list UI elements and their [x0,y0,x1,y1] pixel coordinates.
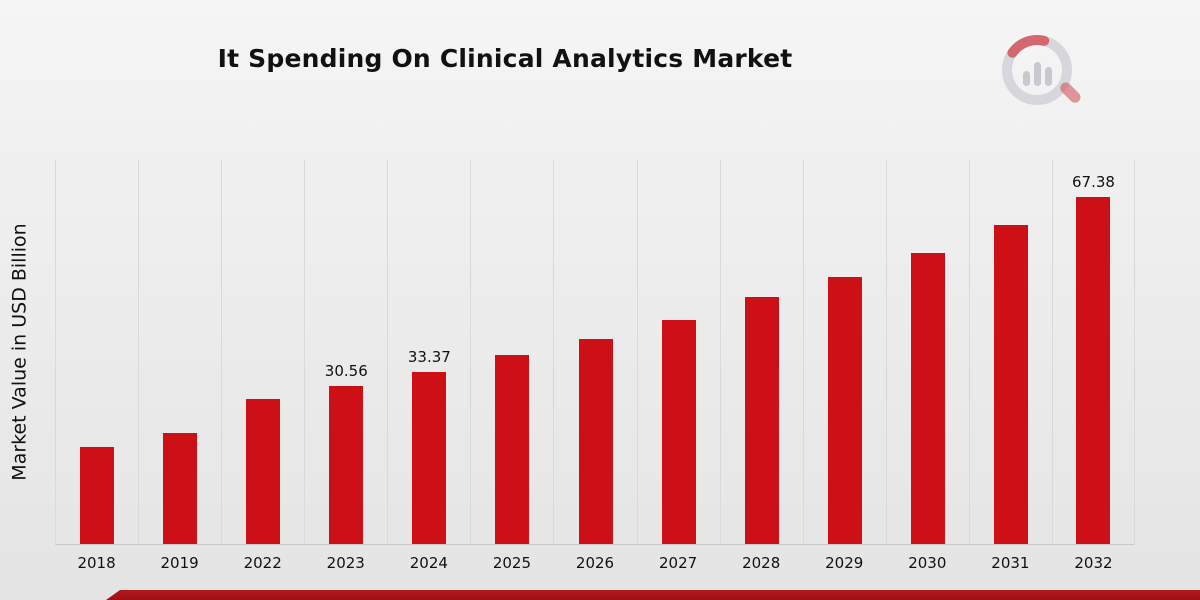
footer-red-stripe [106,590,1200,600]
bar-2030 [910,252,945,544]
bar-slot: 33.37 [387,160,471,545]
bar-2027 [661,320,696,544]
bar-slot [553,160,637,545]
bar-value-label: 33.37 [407,348,451,366]
chart-title: It Spending On Clinical Analytics Market [217,44,793,73]
x-tick-label: 2030 [908,554,947,572]
footer-accent-bar [0,590,1200,600]
bar-value-label: 30.56 [324,362,368,381]
bar-slot [719,160,803,545]
bar-2031 [993,225,1028,544]
chart-column: 2019 [138,160,222,580]
x-tick-label: 2031 [991,554,1030,572]
chart-column: 2031 [968,160,1052,580]
bar-slot [968,160,1052,545]
bar-2026 [578,338,613,544]
bar-slot [55,160,139,545]
bar-slot: 30.56 [304,160,388,545]
x-tick-label: 2019 [160,554,199,572]
bar-slot [221,160,305,545]
x-tick-label: 2032 [1074,554,1113,572]
bar-2023 [329,386,364,544]
x-tick-label: 2026 [575,554,615,572]
bar-2019 [163,432,198,544]
y-axis-label: Market Value in USD Billion [8,223,31,481]
bar-2025 [495,354,530,544]
chart-column: 2025 [470,160,554,580]
logo-red-arc [1002,35,1072,105]
chart-column: 2022 [221,160,305,580]
bar-2024 [412,372,447,544]
chart-column: 67.38 2032 [1051,160,1136,580]
bar-2029 [827,276,862,544]
x-tick-label: 2025 [492,554,532,572]
chart-column: 2018 [55,160,139,580]
bar-2028 [744,297,779,544]
bar-slot [470,160,554,545]
chart-column: 30.56 2023 [304,160,388,580]
chart-column: 2028 [719,160,803,580]
x-tick-label: 2028 [742,554,781,572]
bar-slot [885,160,969,545]
chart-column: 2026 [553,160,637,580]
bar-value-label: 67.38 [1072,172,1115,191]
bar-2022 [246,398,281,544]
x-tick-label: 2022 [243,554,282,572]
bar-slot [636,160,720,545]
plot-area: 2018 2019 2022 30.56 2023 33.37 2024 2025 2026 20… [55,160,1136,580]
bar-2018 [80,446,115,544]
bar-slot [138,160,222,545]
brand-logo [992,28,1090,114]
bar-slot: 67.38 [1051,160,1136,545]
chart-column: 2030 [885,160,969,580]
x-tick-label: 2029 [825,554,864,572]
bar-2032 [1076,196,1111,544]
bar-chart-icon [1023,62,1052,86]
chart-column: 2029 [802,160,886,580]
x-tick-label: 2027 [658,554,698,572]
bar-slot [802,160,886,545]
brand-logo-graphic [1002,35,1081,105]
x-tick-label: 2024 [409,554,448,572]
magnifier-handle-icon [1060,82,1081,103]
x-tick-label: 2023 [326,554,365,572]
x-tick-label: 2018 [77,554,116,572]
chart-column: 33.37 2024 [387,160,471,580]
chart-column: 2027 [636,160,720,580]
